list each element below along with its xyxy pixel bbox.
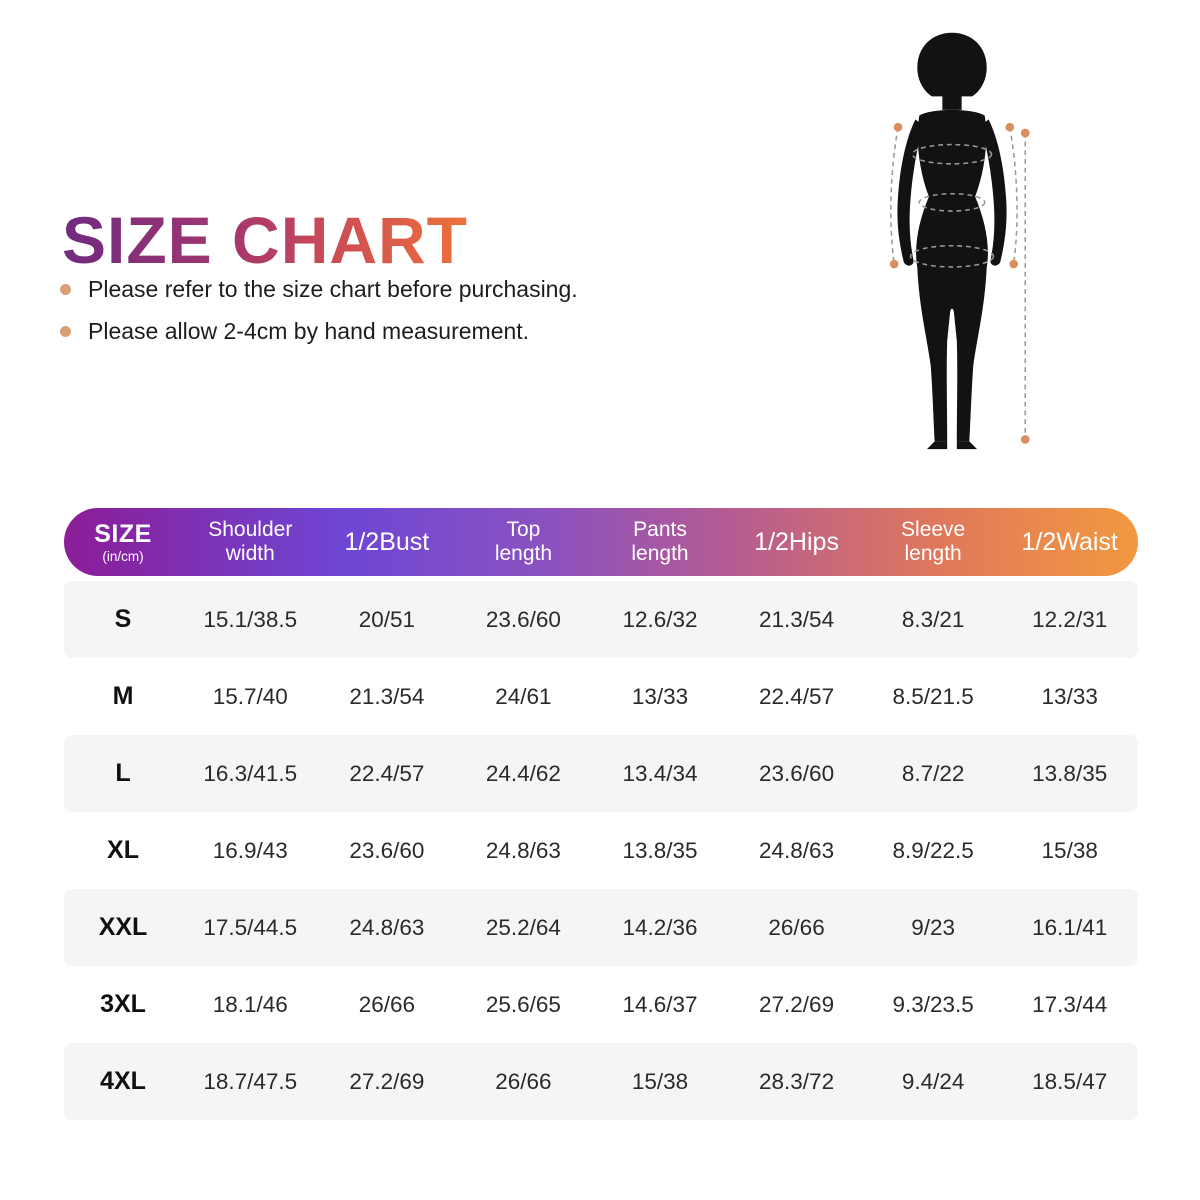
cell: 15.7/40 (212, 683, 288, 709)
cell: 27.2/69 (349, 1068, 425, 1094)
body-measurement-figure (846, 24, 1058, 459)
cell: 25.6/65 (485, 991, 561, 1017)
cell: 8.5/21.5 (892, 683, 974, 709)
cell: 24.8/63 (349, 914, 425, 940)
cell: 8.3/21 (901, 606, 965, 632)
cell: 16.9/43 (212, 837, 288, 863)
bullet-dot-icon (60, 326, 71, 337)
column-header-size: SIZE (in/cm) (94, 519, 152, 564)
note-item: Please refer to the size chart before pu… (60, 276, 578, 303)
cell: 13/33 (1041, 683, 1098, 709)
size-label: 3XL (100, 990, 146, 1018)
table-body: S 15.1/38.5 20/51 23.6/60 12.6/32 21.3/5… (64, 581, 1138, 1120)
cell: 18.7/47.5 (203, 1068, 298, 1094)
cell: 21.3/54 (349, 683, 425, 709)
note-text: Please allow 2-4cm by hand measurement. (88, 318, 530, 344)
cell: 23.6/60 (485, 606, 561, 632)
cell: 18.1/46 (212, 991, 288, 1017)
cell: 8.9/22.5 (892, 837, 974, 863)
cell: 23.6/60 (759, 760, 835, 786)
cell: 23.6/60 (349, 837, 425, 863)
cell: 14.6/37 (622, 991, 698, 1017)
table-row-xl: XL 16.9/43 23.6/60 24.8/63 13.8/35 24.8/… (64, 812, 1138, 889)
measurement-dots (889, 122, 1030, 444)
cell: 21.3/54 (759, 606, 835, 632)
cell: 25.2/64 (485, 914, 561, 940)
column-header-shoulder-width: Shoulder width (208, 517, 293, 565)
cell: 26/66 (358, 991, 415, 1017)
cell: 24.4/62 (485, 760, 561, 786)
cell: 12.2/31 (1032, 606, 1108, 632)
table-row-4xl: 4XL 18.7/47.5 27.2/69 26/66 15/38 28.3/7… (64, 1043, 1138, 1120)
cell: 22.4/57 (349, 760, 425, 786)
cell: 13/33 (631, 683, 689, 709)
size-label: L (115, 759, 131, 787)
note-text: Please refer to the size chart before pu… (88, 276, 578, 302)
note-item: Please allow 2-4cm by hand measurement. (60, 318, 578, 345)
cell: 24.8/63 (759, 837, 835, 863)
cell: 22.4/57 (759, 683, 835, 709)
cell: 16.1/41 (1032, 914, 1108, 940)
cell: 27.2/69 (759, 991, 835, 1017)
cell: 12.6/32 (622, 606, 698, 632)
cell: 9.3/23.5 (892, 991, 974, 1017)
table-row-s: S 15.1/38.5 20/51 23.6/60 12.6/32 21.3/5… (64, 581, 1138, 658)
column-header-pants-length: Pants length (631, 517, 689, 565)
column-header-sleeve-length: Sleeve length (901, 517, 966, 565)
cell: 15/38 (631, 1068, 689, 1094)
cell: 14.2/36 (622, 914, 698, 940)
cell: 18.5/47 (1032, 1068, 1108, 1094)
cell: 8.7/22 (901, 760, 965, 786)
cell: 13.8/35 (622, 837, 698, 863)
measurement-dash-lines (890, 127, 1027, 440)
size-chart-table: SIZE (in/cm) Shoulder width 1/2Bust Top … (64, 508, 1138, 1120)
column-header-half-bust: 1/2Bust (344, 527, 430, 556)
cell: 17.3/44 (1032, 991, 1108, 1017)
cell: 13.8/35 (1032, 760, 1108, 786)
table-header-row: SIZE (in/cm) Shoulder width 1/2Bust Top … (64, 508, 1138, 576)
cell: 20/51 (358, 606, 415, 632)
cell: 26/66 (495, 1068, 552, 1094)
bullet-dot-icon (60, 284, 71, 295)
cell: 9/23 (911, 914, 956, 940)
cell: 15/38 (1041, 837, 1098, 863)
table-row-m: M 15.7/40 21.3/54 24/61 13/33 22.4/57 8.… (64, 658, 1138, 735)
column-header-half-waist: 1/2Waist (1021, 527, 1118, 556)
cell: 26/66 (768, 914, 825, 940)
cell: 24.8/63 (485, 837, 561, 863)
table-row-l: L 16.3/41.5 22.4/57 24.4/62 13.4/34 23.6… (64, 735, 1138, 812)
female-silhouette (889, 32, 1030, 450)
cell: 16.3/41.5 (203, 760, 298, 786)
cell: 9.4/24 (901, 1068, 965, 1094)
size-label: XL (107, 836, 139, 864)
column-header-top-length: Top length (494, 517, 553, 565)
table-row-3xl: 3XL 18.1/46 26/66 25.6/65 14.6/37 27.2/6… (64, 966, 1138, 1043)
cell: 24/61 (495, 683, 552, 709)
table-row-xxl: XXL 17.5/44.5 24.8/63 25.2/64 14.2/36 26… (64, 889, 1138, 966)
notes-list: Please refer to the size chart before pu… (60, 276, 578, 360)
size-label: M (112, 682, 134, 710)
cell: 17.5/44.5 (203, 914, 298, 940)
cell: 13.4/34 (622, 760, 698, 786)
size-label: S (114, 605, 132, 633)
column-header-half-hips: 1/2Hips (754, 527, 839, 556)
cell: 15.1/38.5 (203, 606, 298, 632)
silhouette-shape (897, 32, 1007, 450)
size-label: XXL (98, 913, 148, 941)
size-label: 4XL (100, 1067, 146, 1095)
cell: 28.3/72 (759, 1068, 835, 1094)
page-title: SIZE CHART (62, 203, 468, 278)
